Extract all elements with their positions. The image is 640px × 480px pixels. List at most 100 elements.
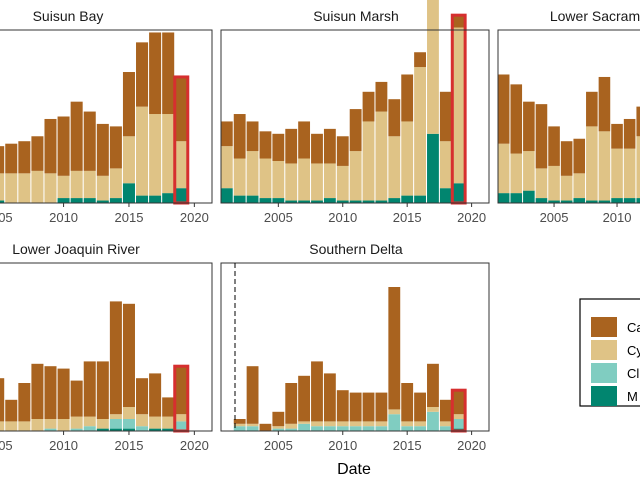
bar-segment — [136, 378, 149, 415]
bar-segment — [523, 151, 535, 191]
bar-segment — [427, 407, 439, 412]
bar-segment — [349, 421, 362, 427]
bar-segment — [375, 111, 388, 201]
bar-segment — [162, 193, 175, 203]
bar-segment — [548, 200, 560, 203]
bar-segment — [535, 168, 548, 199]
bar-segment — [349, 200, 362, 203]
bar-segment — [311, 200, 323, 203]
bar-segment — [57, 368, 70, 419]
bar-segment — [0, 173, 5, 201]
bar-segment — [401, 74, 414, 122]
bar-segment — [96, 175, 109, 201]
bar-segment — [548, 165, 560, 201]
bar-segment — [44, 173, 57, 203]
bar-segment — [109, 428, 122, 431]
bar-segment — [510, 84, 523, 154]
bar-segment — [149, 195, 162, 203]
bar-segment — [109, 198, 122, 203]
bar-segment — [336, 200, 349, 203]
bar-segment — [109, 126, 122, 169]
bar-segment — [285, 423, 298, 429]
panel-border — [0, 262, 213, 432]
bar-segment — [175, 188, 188, 203]
bar-segment — [246, 366, 259, 424]
bar-segment — [311, 426, 323, 431]
bar-segment — [136, 106, 149, 196]
bar-segment — [611, 123, 623, 149]
bar-segment — [298, 423, 311, 431]
bar-segment — [439, 399, 452, 422]
bar-segment — [122, 72, 135, 137]
bar-segment — [414, 195, 426, 203]
bar-segment — [510, 153, 523, 194]
bar-segment — [362, 200, 375, 203]
bar-segment — [5, 421, 18, 431]
bar-segment — [233, 114, 246, 159]
bar-segment — [349, 151, 362, 201]
bar-segment — [414, 52, 426, 68]
bar-segment — [439, 421, 452, 427]
bar-segment — [452, 183, 465, 203]
bar-segment — [439, 141, 452, 189]
bar-segment — [285, 163, 298, 201]
bar-segment — [233, 423, 246, 427]
bar-segment — [70, 101, 83, 171]
bar-segment — [311, 163, 323, 201]
bar-segment — [323, 421, 336, 427]
bar-segment — [57, 175, 70, 199]
bar-segment — [70, 198, 83, 203]
bar-segment — [401, 195, 414, 203]
bar-segment — [259, 423, 272, 431]
panel-title: Suisun Marsh — [313, 8, 399, 24]
panel-border — [220, 29, 490, 204]
legend-swatch — [591, 386, 617, 406]
x-tick-label: 2020 — [457, 438, 486, 453]
bar-segment — [560, 175, 573, 201]
bar-segment — [272, 160, 285, 199]
bar-segment — [44, 366, 57, 419]
bar-segment — [323, 198, 336, 203]
legend-swatch — [591, 363, 617, 383]
x-tick-label: 2010 — [603, 210, 632, 225]
bar-segment — [136, 414, 149, 427]
bar-segment — [272, 133, 285, 161]
panel-title: Lower Sacram — [550, 8, 640, 24]
bar-segment — [233, 158, 246, 196]
bar-segment — [401, 121, 414, 196]
bar-segment — [323, 163, 336, 199]
x-tick-label: 2005 — [264, 210, 293, 225]
panel: 2005 2010 2015 2020 Southern Delta — [220, 241, 490, 453]
bar-segment — [598, 200, 611, 203]
bar-segment — [31, 136, 44, 171]
bar-segment — [246, 195, 259, 203]
bar-segment — [452, 414, 465, 419]
bar-segment — [298, 121, 311, 159]
bar-segment — [70, 170, 83, 199]
bar-segment — [497, 193, 510, 203]
bar-segment — [439, 426, 452, 431]
bar-segment — [109, 168, 122, 199]
bar-segment — [586, 200, 598, 203]
x-tick-label: 2010 — [328, 438, 357, 453]
bar-segment — [96, 123, 109, 176]
bar-segment — [535, 198, 548, 203]
bar-segment — [5, 399, 18, 422]
bar-segment — [70, 380, 83, 417]
bar-segment — [70, 416, 83, 429]
legend-label: Cl — [627, 366, 639, 381]
bar-segment — [233, 419, 246, 424]
bar-segment — [31, 170, 44, 203]
bar-segment — [0, 378, 5, 422]
bar-segment — [598, 131, 611, 201]
bar-segment — [109, 419, 122, 429]
bar-segment — [636, 136, 640, 199]
bar-segment — [573, 138, 586, 174]
panel-title: Southern Delta — [309, 241, 403, 257]
bar-segment — [548, 126, 560, 166]
bar-segment — [414, 392, 426, 422]
x-tick-label: 2015 — [115, 438, 144, 453]
bar-segment — [83, 111, 96, 171]
bar-segment — [96, 361, 109, 419]
panel: 2005201020152020Lower Sacram — [497, 8, 640, 225]
